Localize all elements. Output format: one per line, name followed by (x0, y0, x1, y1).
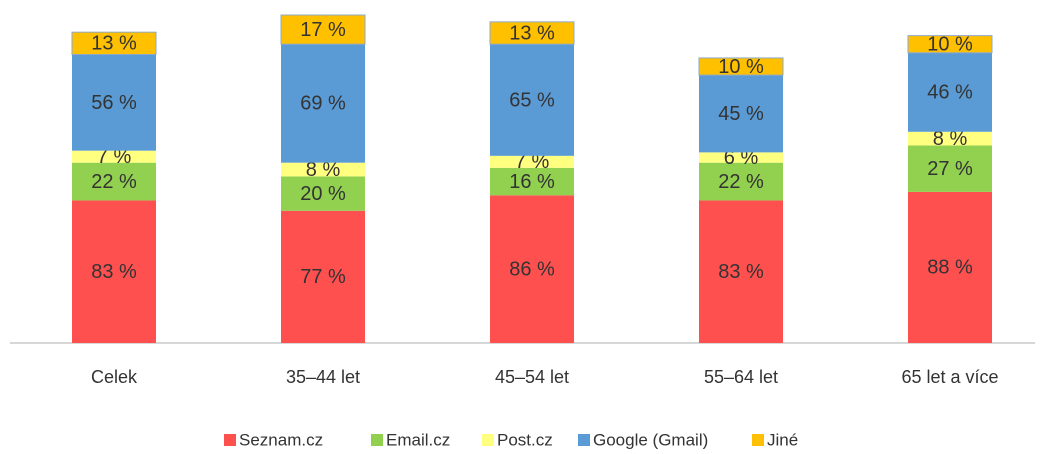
value-label: 83 % (91, 261, 137, 283)
value-label: 8 % (306, 159, 341, 181)
x-tick-label: 65 let a více (901, 367, 998, 387)
value-label: 8 % (933, 128, 968, 150)
legend-swatch (482, 434, 494, 446)
value-label: 86 % (509, 258, 555, 280)
legend-label: Seznam.cz (239, 430, 323, 449)
value-label: 7 % (515, 151, 550, 173)
value-label: 13 % (509, 22, 555, 44)
x-tick-label: 45–54 let (495, 367, 569, 387)
bar-segment (490, 167, 574, 196)
value-label: 45 % (718, 103, 764, 125)
legend-label: Jiné (767, 430, 798, 449)
x-tick-label: 35–44 let (286, 367, 360, 387)
value-label: 22 % (91, 171, 137, 193)
bar-segment (71, 31, 157, 55)
bar-segment (72, 162, 156, 201)
bar-segment (490, 155, 574, 168)
bar-segment (699, 152, 783, 163)
legend-swatch (224, 434, 236, 446)
value-label: 27 % (927, 158, 973, 180)
bar-segment (907, 35, 993, 54)
legend-label: Post.cz (497, 430, 553, 449)
value-label: 10 % (718, 56, 764, 78)
bar-segment (72, 54, 156, 151)
bar-segment (908, 145, 992, 192)
bar-segment (698, 57, 784, 76)
value-label: 77 % (300, 266, 346, 288)
bar-segment (72, 150, 156, 163)
value-label: 20 % (300, 183, 346, 205)
value-label: 7 % (97, 146, 132, 168)
bar-segment (699, 162, 783, 201)
value-label: 65 % (509, 89, 555, 111)
bar-segment (908, 131, 992, 146)
bar-segment (490, 195, 574, 343)
bar-segment (281, 210, 365, 343)
value-label: 22 % (718, 171, 764, 193)
bar-segment (280, 14, 366, 45)
value-label: 83 % (718, 261, 764, 283)
bar-segment (281, 44, 365, 163)
bar-segment (72, 200, 156, 343)
value-label: 46 % (927, 82, 973, 104)
legend-swatch (752, 434, 764, 446)
bar-segment (281, 162, 365, 177)
bar-segment (489, 21, 575, 45)
bar-segment (908, 191, 992, 343)
legend-swatch (371, 434, 383, 446)
bar-segment (908, 52, 992, 132)
legend-swatch (578, 434, 590, 446)
value-label: 16 % (509, 171, 555, 193)
x-tick-label: Celek (91, 367, 138, 387)
bar-segment (699, 200, 783, 343)
value-label: 56 % (91, 92, 137, 114)
bar-segment (699, 75, 783, 153)
x-tick-label: 55–64 let (704, 367, 778, 387)
bar-segment (281, 176, 365, 211)
value-label: 69 % (300, 93, 346, 115)
value-label: 10 % (927, 33, 973, 55)
value-label: 88 % (927, 257, 973, 279)
legend-label: Email.cz (386, 430, 450, 449)
legend-label: Google (Gmail) (593, 430, 708, 449)
value-label: 17 % (300, 19, 346, 41)
bar-segment (490, 44, 574, 156)
value-label: 13 % (91, 33, 137, 55)
